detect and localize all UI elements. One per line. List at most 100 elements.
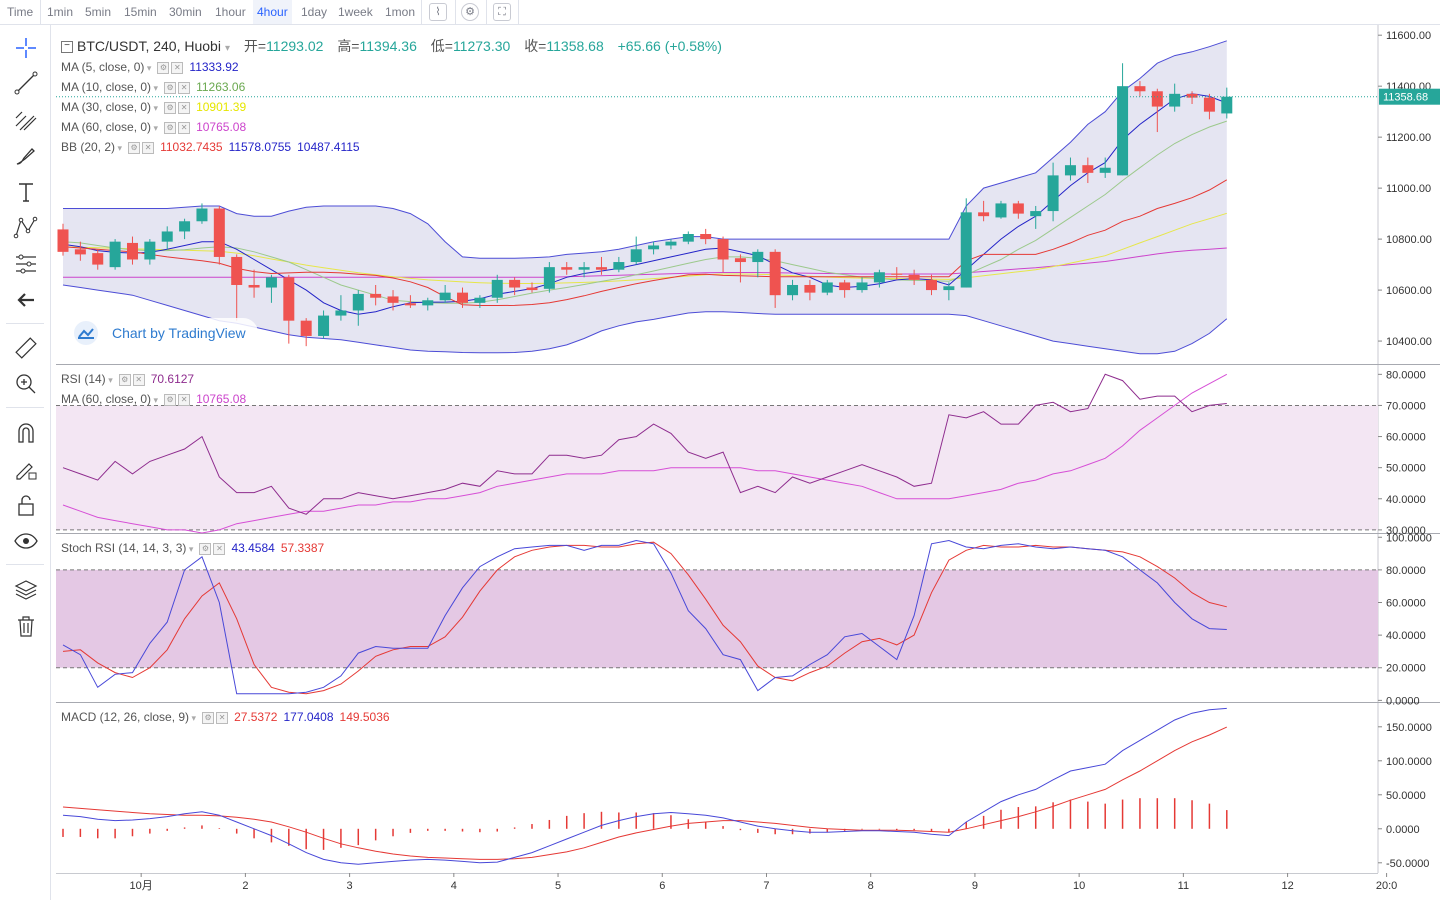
compare-icon[interactable]: ⌇ (429, 3, 447, 21)
close-icon[interactable]: ✕ (178, 121, 191, 134)
close-icon[interactable]: ✕ (213, 542, 226, 555)
legend-bb[interactable]: BB (20, 2) ▾ ⚙ ✕ 11032.7435 11578.0755 10487.… (61, 140, 360, 154)
settings-icon[interactable]: ⚙ (118, 373, 131, 386)
zoom-in-icon[interactable] (13, 371, 39, 397)
interval-time[interactable]: Time (7, 5, 34, 19)
legend-rsi-ma-value: 10765.08 (196, 392, 247, 406)
settings-icon[interactable]: ⚙ (202, 711, 215, 724)
y-tick-label: 60.0000 (1386, 432, 1426, 444)
x-tick-label: 5 (555, 880, 561, 892)
candle-body (543, 267, 555, 289)
candle-body (769, 251, 781, 296)
candle-body (630, 249, 642, 263)
candle-body (856, 282, 868, 291)
brush-icon[interactable] (13, 143, 39, 169)
candle-body (474, 297, 486, 303)
chevron-down-icon[interactable]: ▾ (224, 43, 230, 54)
candle-body (1134, 86, 1146, 92)
candle-body (144, 241, 156, 260)
candle-body (1169, 93, 1181, 107)
legend-rsi-ma[interactable]: MA (60, close, 0) ▾ ⚙ ✕ 10765.08 (61, 392, 247, 406)
close-icon[interactable]: ✕ (132, 373, 145, 386)
x-tick-label: 4 (451, 880, 457, 892)
candle-body (873, 272, 885, 283)
candle-body (109, 241, 121, 268)
close-icon[interactable]: ✕ (178, 393, 191, 406)
interval-1mon[interactable]: 1mon (385, 5, 416, 19)
settings-icon[interactable]: ⚙ (164, 393, 177, 406)
interval-1day[interactable]: 1day (301, 5, 328, 19)
stoch-k-line (62, 539, 1227, 695)
ma5-line (62, 93, 1227, 315)
interval-1min[interactable]: 1min (47, 5, 74, 19)
x-tick-label: 12 (1281, 880, 1293, 892)
crosshair-icon[interactable] (13, 35, 39, 61)
pattern-icon[interactable] (13, 215, 39, 241)
candle-body (908, 274, 920, 280)
unlock-icon[interactable] (13, 492, 39, 518)
legend-ma5[interactable]: MA (5, close, 0) ▾ ⚙ ✕ 11333.92 (61, 60, 239, 74)
interval-15min[interactable]: 15min (124, 5, 157, 19)
fullscreen-icon[interactable]: ⛶ (493, 3, 511, 21)
text-icon[interactable] (13, 179, 39, 205)
candle-body (179, 221, 191, 232)
close-icon[interactable]: ✕ (216, 711, 229, 724)
close-icon[interactable]: ✕ (142, 141, 155, 154)
legend-rsi[interactable]: RSI (14) ▾ ⚙ ✕ 70.6127 (61, 372, 195, 386)
fib-icon[interactable] (13, 107, 39, 133)
interval-1week[interactable]: 1week (338, 5, 373, 19)
collapse-icon[interactable]: − (61, 41, 73, 54)
arrow-left-icon[interactable] (13, 287, 39, 313)
settings-icon[interactable]: ⚙ (461, 3, 479, 21)
magnet-icon[interactable] (13, 420, 39, 446)
candle-body (839, 282, 851, 291)
measure-pattern-icon[interactable] (13, 251, 39, 277)
settings-icon[interactable]: ⚙ (199, 542, 212, 555)
ruler-icon[interactable] (13, 335, 39, 361)
settings-icon[interactable]: ⚙ (164, 101, 177, 114)
lock-draw-icon[interactable] (13, 456, 39, 482)
candle-body (335, 310, 347, 316)
close-icon[interactable]: ✕ (171, 61, 184, 74)
candle-body (57, 229, 69, 252)
y-tick-label: 50.0000 (1386, 463, 1426, 475)
settings-icon[interactable]: ⚙ (128, 141, 141, 154)
settings-icon[interactable]: ⚙ (164, 81, 177, 94)
candle-body (1186, 93, 1198, 98)
candle-body (1203, 97, 1215, 112)
settings-icon[interactable]: ⚙ (164, 121, 177, 134)
close-icon[interactable]: ✕ (178, 81, 191, 94)
drawing-toolbar (0, 25, 51, 900)
layers-icon[interactable] (13, 577, 39, 603)
tradingview-logo-icon (74, 321, 98, 345)
legend-rsi-name: RSI (14) (61, 372, 106, 386)
candle-body (126, 242, 138, 260)
legend-ma10[interactable]: MA (10, close, 0) ▾ ⚙ ✕ 11263.06 (61, 80, 246, 94)
candle-body (821, 282, 833, 293)
legend-ma60[interactable]: MA (60, close, 0) ▾ ⚙ ✕ 10765.08 (61, 120, 247, 134)
interval-1hour[interactable]: 1hour (215, 5, 246, 19)
stoch-d-line (62, 541, 1227, 695)
candle-body (1151, 91, 1163, 107)
candle-body (1030, 211, 1042, 217)
watermark-text: Chart by TradingView (112, 325, 246, 341)
interval-5min[interactable]: 5min (85, 5, 112, 19)
close-icon[interactable]: ✕ (178, 101, 191, 114)
tradingview-watermark[interactable]: Chart by TradingView (68, 318, 258, 348)
divider (6, 564, 44, 565)
y-tick-label: 100.0000 (1386, 532, 1432, 544)
trash-icon[interactable] (13, 613, 39, 639)
trend-line-icon[interactable] (13, 70, 39, 96)
legend-bb-upper: 11578.0755 (228, 140, 292, 154)
eye-icon[interactable] (13, 528, 39, 554)
legend-bb-basis: 11032.7435 (160, 140, 223, 154)
candle-body (318, 315, 330, 336)
legend-stoch[interactable]: Stoch RSI (14, 14, 3, 3) ▾ ⚙ ✕ 43.4584 57.33… (61, 541, 325, 555)
legend-ma30[interactable]: MA (30, close, 0) ▾ ⚙ ✕ 10901.39 (61, 100, 247, 114)
candle-body (422, 300, 434, 306)
interval-4hour[interactable]: 4hour (253, 0, 292, 24)
settings-icon[interactable]: ⚙ (157, 61, 170, 74)
interval-30min[interactable]: 30min (169, 5, 202, 19)
legend-macd[interactable]: MACD (12, 26, close, 9) ▾ ⚙ ✕ 27.5372 177.04… (61, 710, 390, 724)
